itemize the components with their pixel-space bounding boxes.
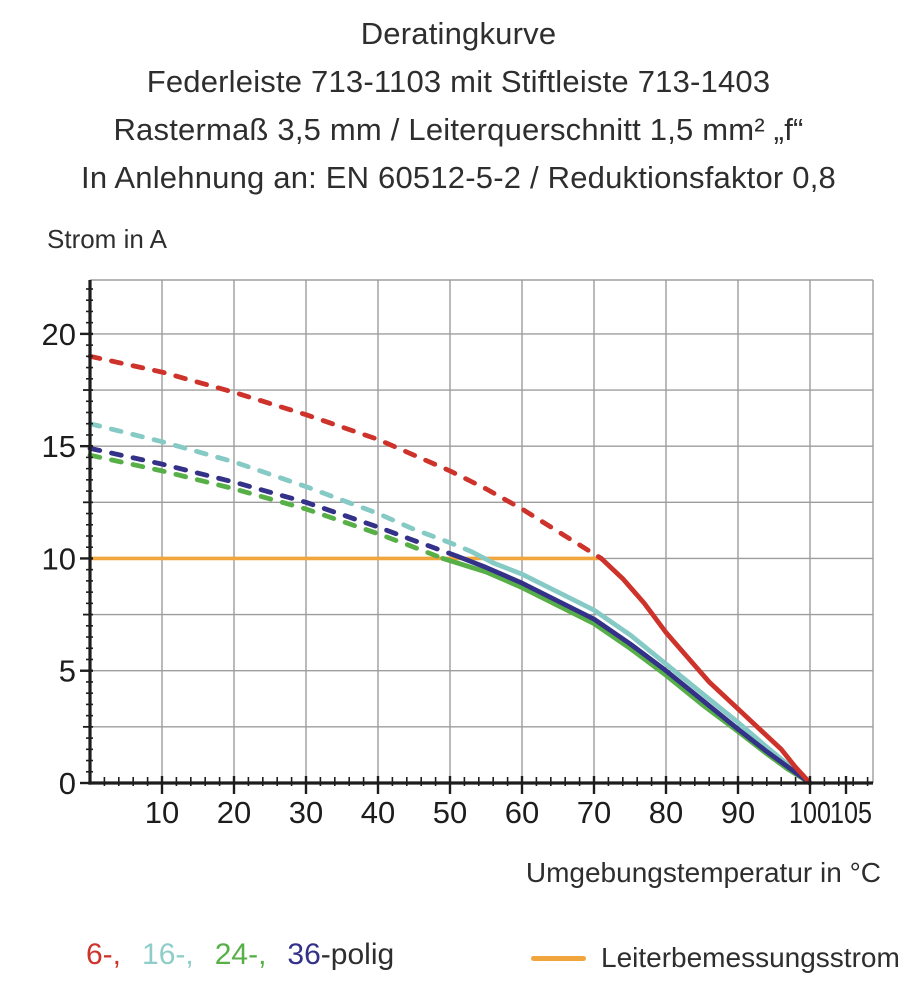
gridlines bbox=[90, 279, 874, 783]
legend-item-6-polig: 6-, bbox=[86, 938, 122, 971]
legend-item-16-polig: 16-, bbox=[142, 938, 194, 971]
svg-text:0: 0 bbox=[59, 766, 76, 801]
svg-text:10: 10 bbox=[145, 795, 179, 830]
tick-labels: 10 20 30 40 50 60 70 80 90 100 105 0 5 10 15 20 bbox=[42, 317, 872, 830]
svg-text:70: 70 bbox=[577, 795, 611, 830]
chart-title-line-1: Deratingkurve bbox=[360, 16, 557, 51]
legend-item-36-number: 36 bbox=[287, 938, 321, 971]
legend-item-24-polig: 24-, bbox=[214, 938, 267, 971]
reference-legend: Leiterbemessungsstrom bbox=[531, 938, 900, 978]
svg-text:80: 80 bbox=[649, 795, 683, 830]
axes bbox=[88, 280, 873, 785]
svg-text:90: 90 bbox=[721, 795, 755, 830]
svg-text:20: 20 bbox=[42, 317, 76, 352]
series-legend: 6-, 16-, 24-, 36-polig bbox=[86, 938, 394, 972]
series-16-polig bbox=[87, 421, 813, 786]
svg-text:10: 10 bbox=[42, 541, 76, 576]
legend-item-36-suffix: -polig bbox=[320, 938, 395, 971]
svg-text:20: 20 bbox=[217, 795, 251, 830]
chart-title-block: Deratingkurve Federleiste 713-1103 mit S… bbox=[0, 10, 917, 202]
chart-title-line-2: Federleiste 713-1103 mit Stiftleiste 713… bbox=[146, 64, 771, 99]
svg-text:5: 5 bbox=[59, 654, 76, 689]
svg-text:15: 15 bbox=[42, 429, 76, 464]
svg-text:40: 40 bbox=[361, 795, 395, 830]
svg-text:50: 50 bbox=[433, 795, 467, 830]
chart-title-line-3: Rastermaß 3,5 mm / Leiterquerschnitt 1,5… bbox=[113, 112, 804, 147]
y-axis-title: Strom in A bbox=[47, 224, 167, 254]
reference-line-label: Leiterbemessungsstrom bbox=[601, 942, 900, 973]
svg-text:30: 30 bbox=[289, 795, 323, 830]
svg-text:100: 100 bbox=[789, 795, 831, 830]
reference-line-swatch bbox=[531, 955, 586, 961]
series-36-polig bbox=[87, 445, 813, 786]
x-axis-title: Umgebungstemperatur in °C bbox=[525, 857, 881, 888]
chart-title-line-4: In Anlehnung an: EN 60512-5-2 / Reduktio… bbox=[81, 160, 836, 195]
series-6-polig bbox=[87, 353, 813, 786]
svg-text:60: 60 bbox=[505, 795, 539, 830]
svg-text:105: 105 bbox=[830, 795, 872, 830]
legend-item-36-polig: 36-polig bbox=[287, 938, 394, 972]
axis-ticks bbox=[80, 288, 869, 794]
